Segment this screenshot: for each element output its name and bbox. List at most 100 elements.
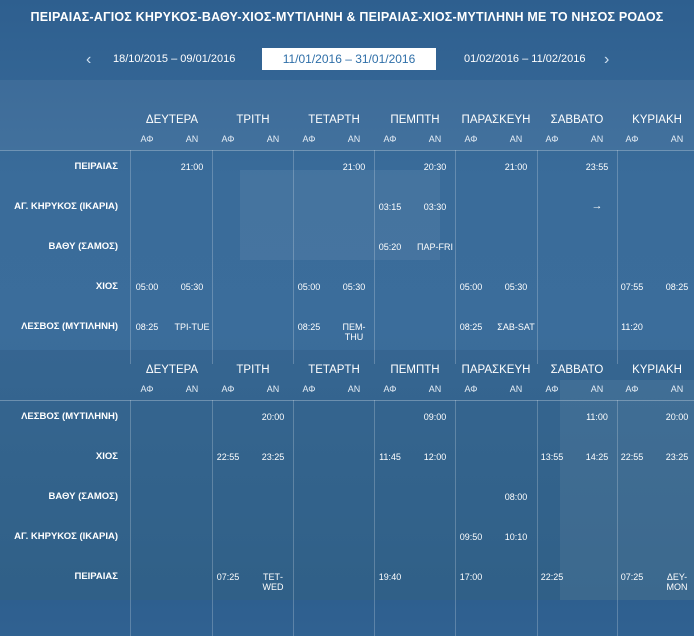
column-divider	[374, 400, 375, 636]
departure-header: ΑΦ	[464, 134, 478, 144]
port-name: ΑΓ. ΚΗΡΥΚΟΣ (ΙΚΑΡΙΑ)	[14, 201, 118, 212]
port-name: ΒΑΘΥ (ΣΑΜΟΣ)	[48, 241, 118, 252]
schedule-time: ΠΑΡ-FRI	[417, 242, 453, 252]
table-divider	[0, 400, 694, 401]
column-divider	[374, 150, 375, 364]
departure-header: ΑΦ	[545, 384, 559, 394]
schedule-time: 13:55	[540, 452, 564, 462]
departure-header: ΑΦ	[383, 384, 397, 394]
schedule-time: 23:55	[585, 162, 609, 172]
current-period-button[interactable]: 11/01/2016 – 31/01/2016	[262, 48, 436, 70]
schedule-time: 08:00	[504, 492, 528, 502]
day-header: ΠΑΡΑΣΚΕΥΗ	[461, 364, 531, 376]
departure-header: ΑΦ	[221, 384, 235, 394]
port-name: ΛΕΣΒΟΣ (ΜΥΤΙΛΗΝΗ)	[21, 321, 118, 332]
day-header: ΔΕΥΤΕΡΑ	[145, 364, 199, 376]
schedule-time: 05:20	[378, 242, 402, 252]
day-header: ΣΑΒΒΑΤΟ	[550, 364, 604, 376]
schedule-time: ΤΡΙ-TUE	[174, 322, 210, 332]
page-title: ΠΕΙΡΑΙΑΣ-ΑΓΙΟΣ ΚΗΡΥΚΟΣ-ΒΑΘΥ-ΧΙΟΣ-ΜΥΤΙΛΗΝ…	[30, 10, 664, 24]
prev-period-link[interactable]: 18/10/2015 – 09/01/2016	[113, 53, 236, 65]
departure-header: ΑΦ	[625, 134, 639, 144]
schedule-time: 08:25	[459, 322, 483, 332]
arrival-header: ΑΝ	[185, 384, 199, 394]
schedule-time: 05:30	[342, 282, 366, 292]
day-header: ΔΕΥΤΕΡΑ	[145, 114, 199, 126]
schedule-time: 22:55	[620, 452, 644, 462]
schedule-time: ΤΕΤ-WED	[262, 572, 284, 592]
arrival-header: ΑΝ	[590, 384, 604, 394]
schedule-time: 10:10	[504, 532, 528, 542]
departure-header: ΑΦ	[221, 134, 235, 144]
schedule-time: 20:00	[665, 412, 689, 422]
schedule-time: 08:25	[665, 282, 689, 292]
port-name: ΠΕΙΡΑΙΑΣ	[74, 571, 118, 582]
schedule-time: 05:30	[504, 282, 528, 292]
column-divider	[537, 400, 538, 636]
schedule-time: 21:00	[504, 162, 528, 172]
column-divider	[455, 400, 456, 636]
arrival-header: ΑΝ	[266, 384, 280, 394]
port-name: ΑΓ. ΚΗΡΥΚΟΣ (ΙΚΑΡΙΑ)	[14, 531, 118, 542]
arrival-header: ΑΝ	[590, 134, 604, 144]
departure-header: ΑΦ	[140, 134, 154, 144]
schedule-time: 20:00	[261, 412, 285, 422]
schedule-time: 23:25	[261, 452, 285, 462]
schedule-time: 09:00	[423, 412, 447, 422]
prev-period-arrow-icon[interactable]: ‹	[86, 51, 92, 68]
schedule-time: 20:30	[423, 162, 447, 172]
column-divider	[130, 400, 131, 636]
arrival-header: ΑΝ	[428, 134, 442, 144]
arrival-header: ΑΝ	[185, 134, 199, 144]
day-header: ΤΕΤΑΡΤΗ	[308, 364, 360, 376]
arrival-header: ΑΝ	[670, 134, 684, 144]
arrival-header: ΑΝ	[509, 384, 523, 394]
port-name: ΛΕΣΒΟΣ (ΜΥΤΙΛΗΝΗ)	[21, 411, 118, 422]
column-divider	[130, 150, 131, 364]
port-name: ΧΙΟΣ	[95, 451, 118, 462]
schedule-time: 05:00	[297, 282, 321, 292]
departure-header: ΑΦ	[383, 134, 397, 144]
schedule-time: 05:00	[135, 282, 159, 292]
departure-header: ΑΦ	[545, 134, 559, 144]
schedule-time: 19:40	[378, 572, 402, 582]
schedule-time: 07:25	[216, 572, 240, 582]
arrival-header: ΑΝ	[347, 384, 361, 394]
day-header: ΣΑΒΒΑΤΟ	[550, 114, 604, 126]
column-divider	[212, 400, 213, 636]
column-divider	[537, 150, 538, 364]
arrival-header: ΑΝ	[266, 134, 280, 144]
schedule-time: ΠΕΜ-THU	[342, 322, 366, 342]
schedule-time: →	[591, 200, 603, 212]
day-header: ΤΡΙΤΗ	[236, 114, 270, 126]
schedule-time: 05:00	[459, 282, 483, 292]
schedule-time: 05:30	[180, 282, 204, 292]
departure-header: ΑΦ	[140, 384, 154, 394]
departure-header: ΑΦ	[302, 134, 316, 144]
column-divider	[617, 400, 618, 636]
schedule-time: 14:25	[585, 452, 609, 462]
column-divider	[293, 400, 294, 636]
day-header: ΚΥΡΙΑΚΗ	[632, 114, 682, 126]
day-header: ΚΥΡΙΑΚΗ	[632, 364, 682, 376]
port-name: ΧΙΟΣ	[95, 281, 118, 292]
schedule-time: 11:20	[621, 322, 643, 332]
period-navigation: ‹ 18/10/2015 – 09/01/2016 11/01/2016 – 3…	[0, 46, 694, 74]
departure-header: ΑΦ	[625, 384, 639, 394]
schedule-time: 11:45	[379, 452, 401, 462]
schedule-time: 09:50	[459, 532, 483, 542]
departure-header: ΑΦ	[302, 384, 316, 394]
next-period-link[interactable]: 01/02/2016 – 11/02/2016	[464, 53, 586, 65]
schedule-time: 21:00	[180, 162, 204, 172]
day-header: ΤΕΤΑΡΤΗ	[308, 114, 360, 126]
column-divider	[455, 150, 456, 364]
schedule-time: 08:25	[297, 322, 321, 332]
day-header: ΠΕΜΠΤΗ	[390, 364, 440, 376]
departure-header: ΑΦ	[464, 384, 478, 394]
day-header: ΠΕΜΠΤΗ	[390, 114, 440, 126]
next-period-arrow-icon[interactable]: ›	[604, 51, 610, 68]
column-divider	[617, 150, 618, 364]
table-divider	[0, 150, 694, 151]
schedule-time: ΔΕΥ-MON	[666, 572, 688, 592]
schedule-time: 11:00	[586, 412, 608, 422]
